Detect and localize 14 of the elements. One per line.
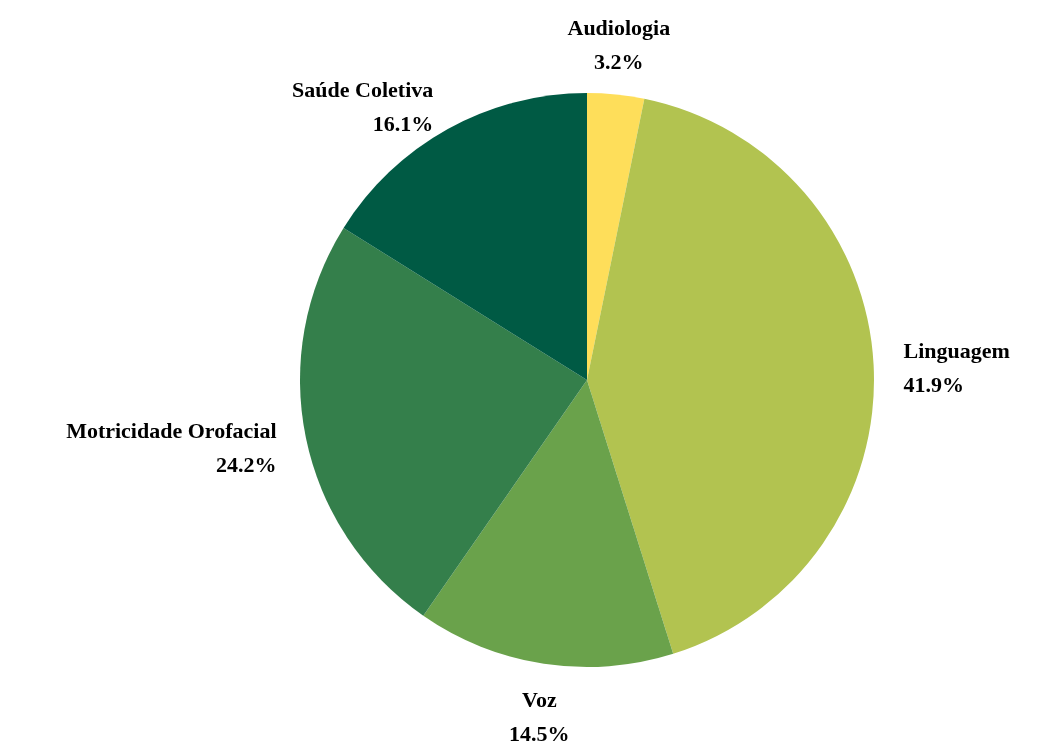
slice-label: Motricidade Orofacial (66, 417, 277, 443)
data-label: 3.2% (594, 48, 644, 74)
slice-label: Linguagem (903, 337, 1010, 363)
pie-slice (587, 98, 874, 654)
data-label: 41.9% (903, 371, 965, 397)
slice-label: Saúde Coletiva (292, 76, 434, 102)
pie-slice (587, 93, 645, 380)
slice-label: Voz (522, 687, 557, 713)
pie-slice (300, 227, 587, 616)
data-label: 16.1% (372, 110, 434, 136)
slice-label: Audiologia (567, 14, 671, 40)
pie-slice (423, 380, 674, 667)
data-label: 14.5% (509, 721, 570, 744)
data-label: 24.2% (216, 451, 277, 477)
